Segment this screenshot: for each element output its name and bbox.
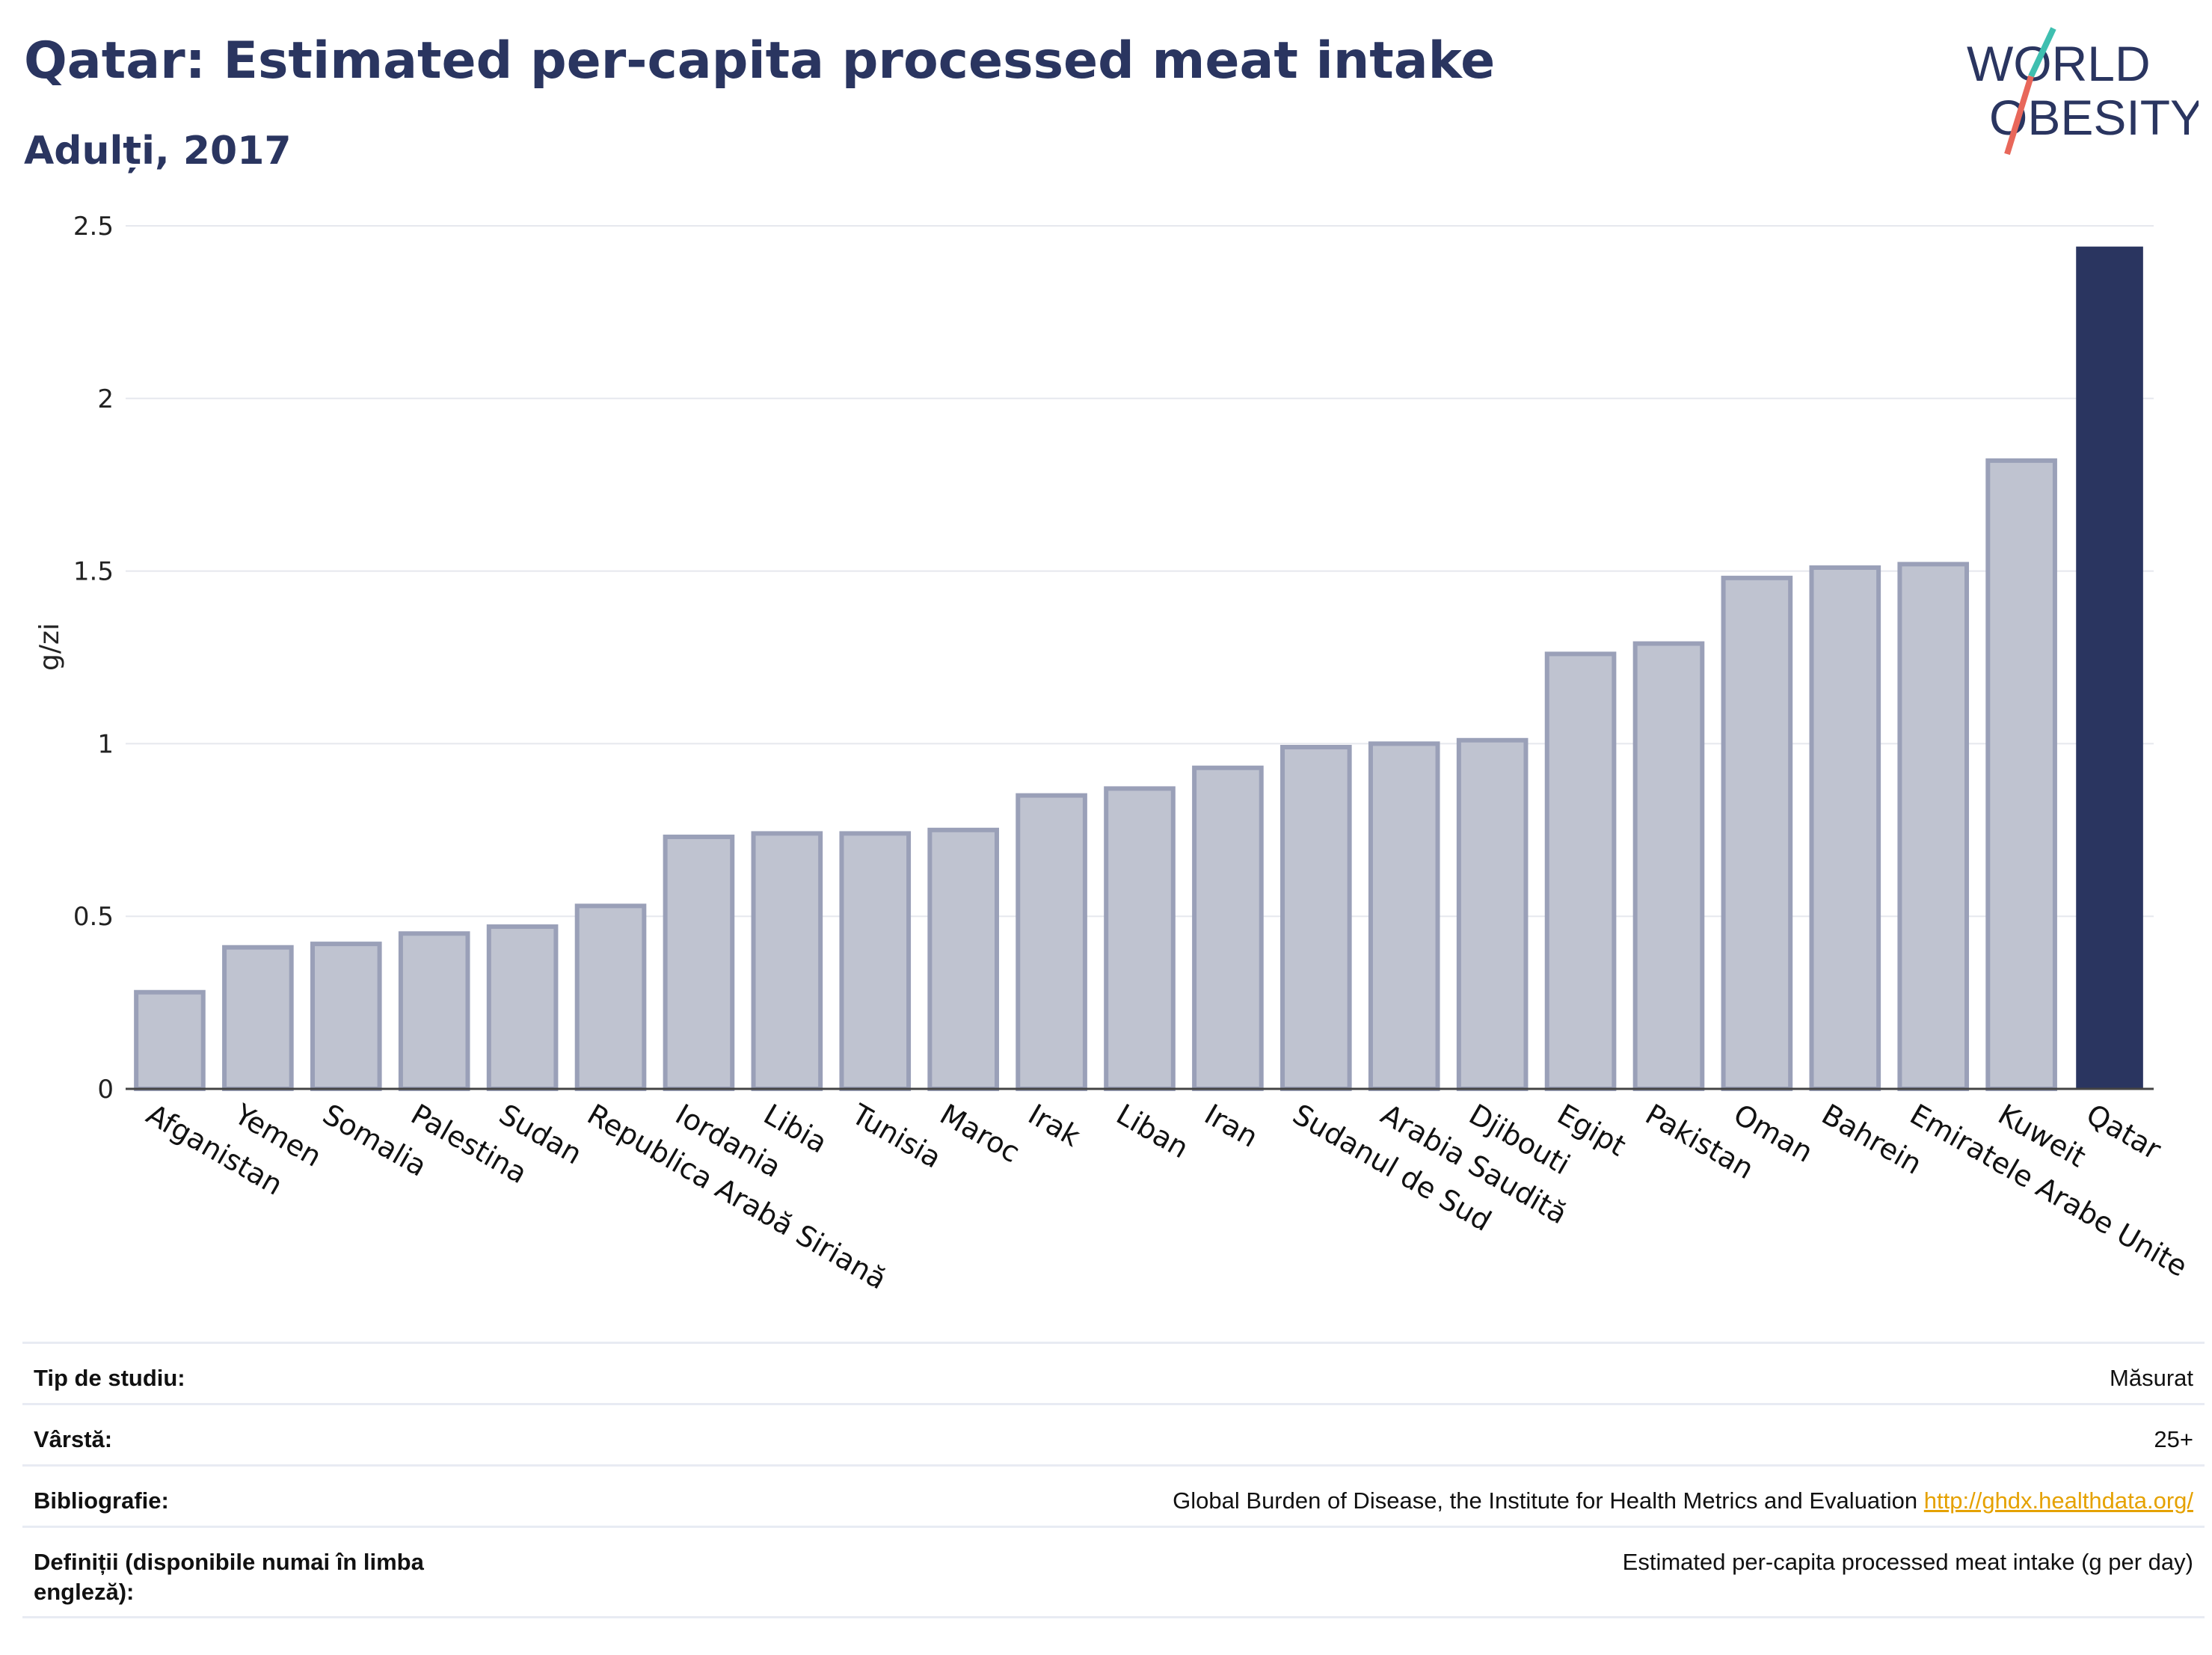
bar-kuweit	[1985, 458, 2057, 1091]
x-tick-label: Iran	[1199, 1098, 1263, 1154]
bar-libia	[751, 831, 823, 1092]
y-tick-label: 2.5	[73, 212, 114, 242]
x-tick-label: Liban	[1111, 1098, 1194, 1165]
bar-tunisia	[839, 831, 912, 1092]
bar-somalia	[310, 942, 382, 1092]
bar-iordania	[663, 835, 735, 1091]
bar-yemen	[222, 945, 294, 1092]
x-axis: AfganistanYemenSomaliaPalestinaSudanRepu…	[126, 1087, 2193, 1296]
info-row-study-type: Tip de studiu: Măsurat	[22, 1342, 2205, 1403]
y-tick-label: 1	[97, 729, 114, 759]
x-tick-label: Tunisia	[846, 1097, 947, 1175]
y-tick-label: 0.5	[73, 902, 114, 932]
x-tick-label: Irak	[1023, 1098, 1086, 1153]
y-tick-label: 1.5	[73, 557, 114, 587]
bar-djibouti	[1456, 737, 1529, 1091]
bar-irak	[1016, 793, 1087, 1091]
x-tick-label: Bahrein	[1816, 1098, 1928, 1181]
bar-emiratele-arabe-unite	[1897, 562, 1970, 1091]
info-value: Măsurat	[2110, 1365, 2193, 1391]
y-tick-label: 2	[97, 384, 114, 414]
bar-bahrein	[1809, 565, 1881, 1091]
info-value: 25+	[2154, 1426, 2193, 1452]
bar-pakistan	[1632, 641, 1705, 1091]
bar-iran	[1192, 765, 1264, 1092]
bars	[134, 246, 2143, 1092]
info-row-bibliography: Bibliografie: Global Burden of Disease, …	[22, 1464, 2205, 1526]
logo-line1: WORLD	[1967, 36, 2151, 91]
x-tick-label: Qatar	[2081, 1098, 2167, 1167]
y-axis: 0 0.5 1 1.5 2 2.5	[73, 212, 114, 1105]
chart-subtitle: Adulți, 2017	[24, 129, 292, 174]
chart-title: Qatar: Estimated per-capita processed me…	[24, 31, 1496, 90]
y-axis-label: g/zi	[34, 623, 65, 671]
world-obesity-logo[interactable]: WORLD OBESITY	[1959, 22, 2199, 157]
info-key: Tip de studiu:	[34, 1365, 185, 1391]
bar-sudan	[486, 924, 559, 1091]
info-row-definitions: Definiții (disponibile numai în limba en…	[22, 1526, 2205, 1618]
y-tick-label: 0	[97, 1075, 114, 1105]
bibliography-text: Global Burden of Disease, the Institute …	[1173, 1487, 1918, 1514]
info-value: Global Burden of Disease, the Institute …	[1173, 1486, 2193, 1516]
bar-palestina	[398, 931, 470, 1092]
logo-slash-coral	[2004, 75, 2034, 156]
logo-slash-teal	[2028, 27, 2056, 78]
x-tick-label: Maroc	[935, 1098, 1026, 1170]
bar-sudanul-de-sud	[1280, 745, 1352, 1091]
bar-maroc	[927, 827, 999, 1092]
bar-chart: 0 0.5 1 1.5 2 2.5 AfganistanYemenSomaliaPales…	[34, 212, 2193, 1296]
bar-afganistan	[134, 989, 206, 1091]
info-row-age: Vârstă: 25+	[22, 1403, 2205, 1464]
bar-egipt	[1544, 651, 1617, 1091]
info-key: Vârstă:	[34, 1426, 113, 1452]
bar-liban	[1104, 786, 1176, 1091]
bar-republica-arabă-siriană	[574, 903, 647, 1092]
info-key: Bibliografie:	[34, 1487, 169, 1514]
bar-arabia-saudită	[1368, 741, 1440, 1092]
info-table: Tip de studiu: Măsurat Vârstă: 25+ Bibli…	[22, 1342, 2205, 1618]
info-key: Definiții (disponibile numai în limba en…	[34, 1549, 424, 1605]
info-value: Estimated per-capita processed meat inta…	[1622, 1549, 2193, 1575]
bibliography-link[interactable]: http://ghdx.healthdata.org/	[1923, 1487, 2193, 1514]
bar-qatar	[2076, 246, 2143, 1089]
bar-oman	[1721, 575, 1793, 1091]
